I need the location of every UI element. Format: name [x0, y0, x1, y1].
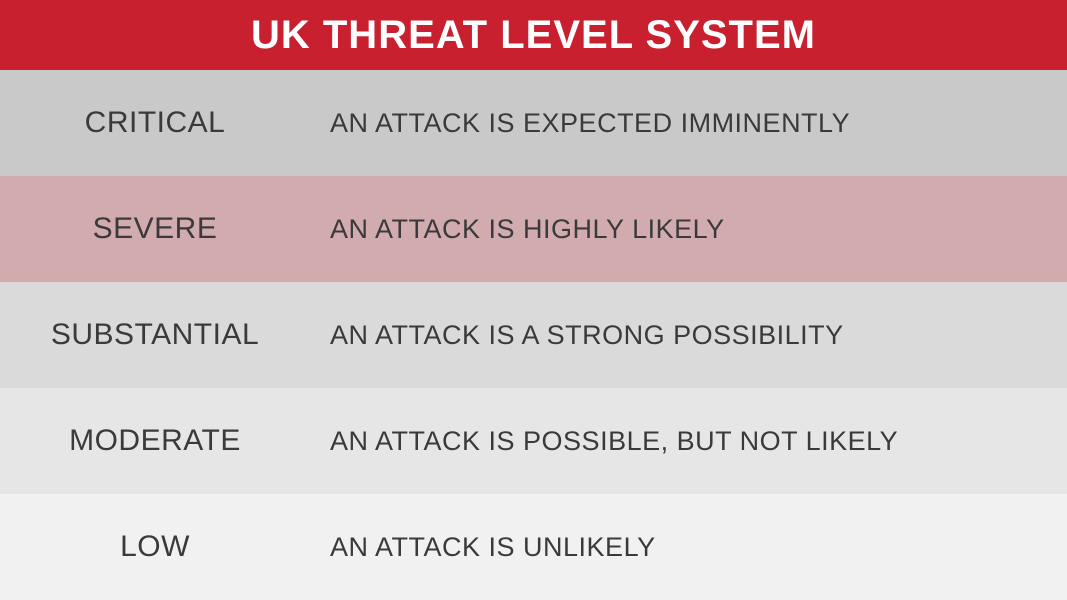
table-row: LOW AN ATTACK IS UNLIKELY [0, 494, 1067, 600]
table-row: CRITICAL AN ATTACK IS EXPECTED IMMINENTL… [0, 70, 1067, 176]
threat-level-label: LOW [0, 530, 310, 564]
threat-description: AN ATTACK IS HIGHLY LIKELY [310, 214, 1067, 245]
threat-description: AN ATTACK IS A STRONG POSSIBILITY [310, 320, 1067, 351]
threat-level-label: MODERATE [0, 424, 310, 458]
table-row: SUBSTANTIAL AN ATTACK IS A STRONG POSSIB… [0, 282, 1067, 388]
threat-description: AN ATTACK IS UNLIKELY [310, 532, 1067, 563]
table-header: UK THREAT LEVEL SYSTEM [0, 0, 1067, 70]
threat-level-table: UK THREAT LEVEL SYSTEM CRITICAL AN ATTAC… [0, 0, 1067, 600]
table-row: MODERATE AN ATTACK IS POSSIBLE, BUT NOT … [0, 388, 1067, 494]
threat-level-label: CRITICAL [0, 106, 310, 140]
threat-description: AN ATTACK IS EXPECTED IMMINENTLY [310, 108, 1067, 139]
threat-level-label: SUBSTANTIAL [0, 318, 310, 352]
table-row: SEVERE AN ATTACK IS HIGHLY LIKELY [0, 176, 1067, 282]
threat-description: AN ATTACK IS POSSIBLE, BUT NOT LIKELY [310, 426, 1067, 457]
table-title: UK THREAT LEVEL SYSTEM [251, 13, 816, 58]
threat-level-label: SEVERE [0, 212, 310, 246]
